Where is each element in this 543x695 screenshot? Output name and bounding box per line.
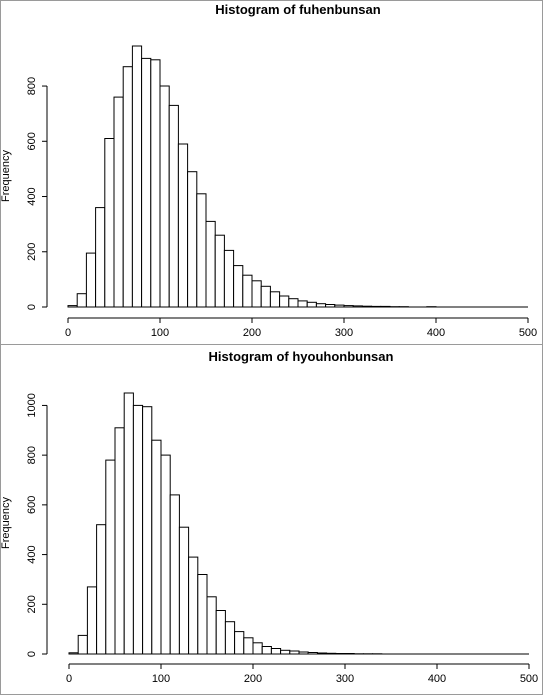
x-tick-label: 500 (520, 673, 538, 685)
y-tick-label: 600 (26, 132, 38, 150)
histogram-bar (214, 234, 225, 308)
histogram-bar (205, 220, 216, 308)
histogram-bar (269, 291, 281, 308)
histogram-bar (160, 454, 171, 655)
histogram-bar (114, 427, 125, 655)
histogram-bar (297, 300, 308, 308)
histogram-bar (168, 104, 179, 308)
histogram-bar (197, 574, 208, 655)
histogram-bar (215, 610, 226, 655)
histogram-bar (104, 138, 115, 308)
histogram-fuhenbunsan: Histogram of fuhenbunsan Frequency 0 100 2… (0, 2, 537, 339)
histogram-bar (243, 637, 254, 655)
histogram-bar (132, 404, 144, 655)
y-tick-label: 400 (26, 187, 38, 205)
histogram-bar (76, 293, 87, 308)
histogram-bar (187, 171, 198, 308)
histogram-bar (86, 586, 98, 655)
histogram-bar (85, 252, 97, 308)
histogram-bar (178, 526, 190, 655)
histogram-bar (223, 249, 235, 308)
histogram-bar (196, 193, 207, 308)
y-tick-label: 0 (26, 651, 38, 657)
histogram-bar (141, 57, 152, 308)
x-tick-label: 200 (243, 327, 261, 339)
y-tick-label: 800 (26, 77, 38, 95)
y-tick-label: 200 (26, 243, 38, 261)
x-tick-label: 300 (336, 673, 354, 685)
histogram-bar (113, 96, 124, 308)
y-axis: 0 200 400 600 800 (26, 77, 48, 310)
bars (68, 392, 529, 655)
panel-divider (0, 344, 543, 345)
histogram-bar (159, 85, 170, 308)
y-tick-label: 1000 (26, 393, 38, 417)
histogram-bar (105, 459, 116, 655)
x-tick-label: 100 (152, 673, 170, 685)
histogram-bar (151, 439, 162, 655)
y-tick-label: 400 (26, 545, 38, 563)
histogram-bar (77, 634, 88, 655)
x-axis: 0 100 200 300 400 500 (65, 317, 537, 339)
y-tick-label: 0 (26, 304, 38, 310)
histogram-bar (142, 406, 153, 655)
x-tick-label: 400 (427, 327, 445, 339)
histogram-bar (188, 556, 199, 655)
histogram-bar (261, 646, 272, 655)
x-tick-label: 500 (519, 327, 537, 339)
histogram-bar (233, 265, 244, 308)
y-tick-label: 800 (26, 446, 38, 464)
y-tick-label: 200 (26, 595, 38, 613)
histogram-bar (123, 392, 134, 655)
x-tick-label: 200 (244, 673, 262, 685)
y-axis: 0 200 400 600 800 1000 (26, 393, 48, 657)
x-tick-label: 300 (335, 327, 353, 339)
histogram-bar (251, 280, 262, 308)
x-axis: 0 100 200 300 400 500 (66, 663, 538, 685)
histogram-bar (177, 143, 189, 308)
histogram-bar (288, 298, 299, 308)
histogram-bar (122, 66, 133, 308)
histogram-bar (260, 285, 271, 308)
y-axis-label: Frequency (0, 497, 12, 549)
histogram-bar (242, 274, 253, 308)
histogram-bar (224, 621, 236, 655)
histogram-bar (280, 649, 291, 655)
histogram-bar (270, 648, 282, 655)
bars (67, 45, 528, 308)
x-tick-label: 100 (151, 327, 169, 339)
y-axis-label: Frequency (0, 150, 12, 202)
chart-title: Histogram of fuhenbunsan (215, 2, 380, 17)
histogram-bar (306, 301, 317, 308)
chart-title: Histogram of hyouhonbunsan (209, 349, 394, 364)
histogram-bar (96, 524, 107, 655)
histogram-bar (206, 596, 217, 655)
y-tick-label: 600 (26, 496, 38, 514)
x-tick-label: 400 (428, 673, 446, 685)
histogram-bar (279, 295, 290, 308)
x-tick-label: 0 (65, 327, 71, 339)
histogram-bar (169, 494, 180, 655)
histogram-hyouhonbunsan: Histogram of hyouhonbunsan Frequency 0 10… (0, 349, 538, 685)
x-tick-label: 0 (66, 673, 72, 685)
histogram-bar (234, 631, 245, 655)
histogram-bar (95, 207, 106, 308)
histogram-bar (150, 59, 161, 308)
histogram-bar (252, 642, 263, 655)
histogram-bar (131, 45, 143, 308)
